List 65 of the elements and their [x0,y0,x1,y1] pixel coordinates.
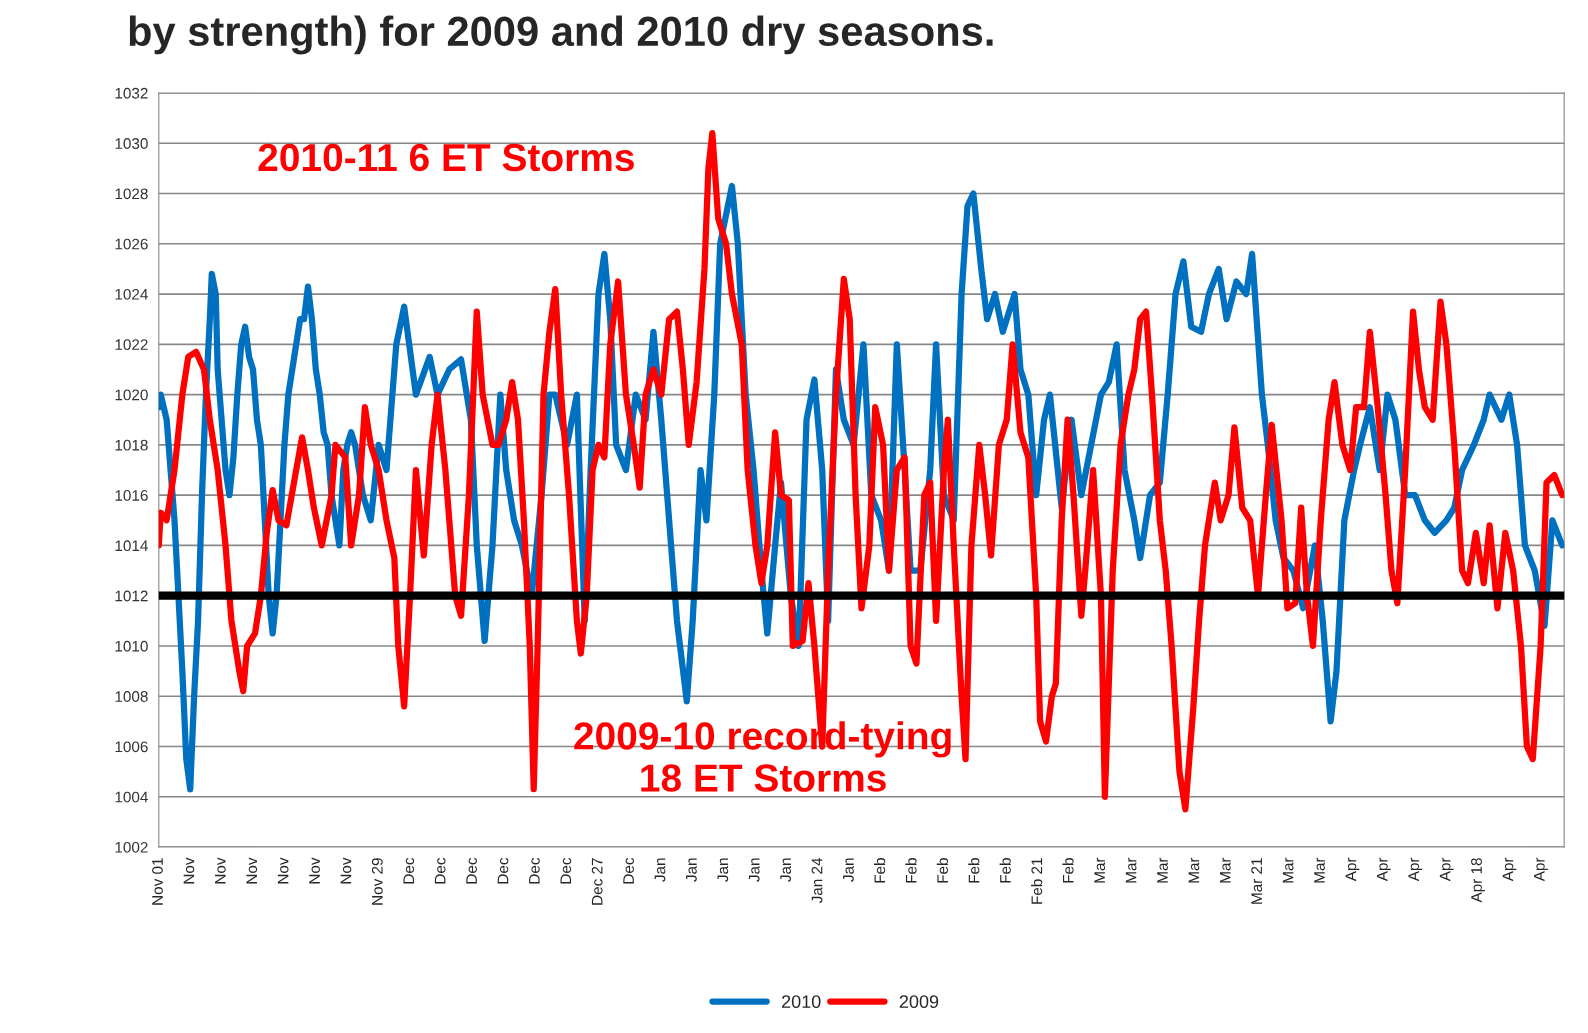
chart-title: by strength) for 2009 and 2010 dry seasons. [129,15,993,55]
x-tick-label: Feb 21 [1031,858,1043,904]
x-tick-label: Dec [403,857,415,884]
y-tick-label: 1022 [115,339,148,351]
x-tick-label: Apr [1408,857,1423,882]
x-tick-label: Jan [654,858,666,882]
x-tick-label: Feb [968,858,980,883]
x-tick-label: Jan [686,858,697,882]
x-tick-label: Nov 29 [371,858,383,905]
x-tick-label: Nov [246,857,258,884]
x-tick-label: Apr [1534,857,1548,882]
x-tick-label: Jan [748,858,760,882]
x-tick-label: Feb [999,858,1011,883]
y-tick-label: 1014 [115,540,148,552]
x-tick-label: Feb [936,858,949,883]
y-tick-label: 1028 [115,188,148,200]
x-tick-label: Dec 27 [591,858,603,905]
x-tick-label: Dec [623,857,634,884]
x-tick-label: Jan [843,858,854,882]
x-tick-label: Dec [560,857,572,884]
x-tick-label: Apr [1502,857,1517,882]
x-tick-label: Mar [1220,857,1231,883]
x-tick-label: Dec [529,857,540,884]
y-tick-label: 1020 [115,389,148,401]
x-tick-label: Dec [497,857,509,884]
y-tick-label: 1026 [115,238,148,250]
y-tick-label: 1032 [115,87,148,99]
x-tick-label: Jan [717,858,729,882]
x-tick-label: Mar [1094,857,1106,883]
x-tick-label: Dec [466,857,477,884]
x-tick-label: Feb [905,858,917,883]
x-tick-label: Nov [309,857,320,884]
x-tick-label: Mar [1125,857,1137,883]
x-tick-label: Apr [1345,857,1360,882]
legend-label: 2009 [899,995,939,1009]
x-tick-label: Mar [1157,857,1168,883]
y-tick-label: 1006 [115,741,148,753]
x-tick-label: Nov [277,857,289,884]
y-tick-label: 1012 [115,590,148,602]
y-tick-label: 1016 [115,490,148,501]
annotation: 2010-11 6 ET Storms [258,143,634,172]
x-tick-label: Dec [434,857,446,884]
x-tick-label: Mar [1282,857,1294,883]
y-tick-label: 1030 [115,138,148,149]
x-tick-label: Nov 01 [152,858,163,905]
x-tick-label: Feb [874,858,886,883]
x-tick-label: Nov [340,857,352,884]
x-tick-label: Nov [183,857,195,884]
x-tick-label: Apr [1439,857,1454,882]
x-tick-label: Nov [215,857,226,884]
y-tick-label: 1008 [115,691,148,702]
y-tick-label: 1018 [115,439,148,451]
y-tick-label: 1010 [115,640,148,652]
x-tick-label: Apr 18 [1471,858,1485,903]
y-tick-label: 1002 [115,841,148,853]
x-tick-label: Jan 24 [811,857,823,904]
x-tick-label: Mar [1314,857,1325,883]
x-tick-label: Feb [1062,858,1074,883]
y-tick-label: 1004 [115,791,148,803]
legend-label: 2010 [781,995,821,1009]
x-tick-label: Mar 21 [1251,858,1263,904]
x-tick-label: Jan [780,858,791,882]
x-tick-label: Apr [1377,857,1391,882]
y-tick-label: 1024 [115,288,148,300]
x-tick-label: Mar [1188,857,1200,883]
